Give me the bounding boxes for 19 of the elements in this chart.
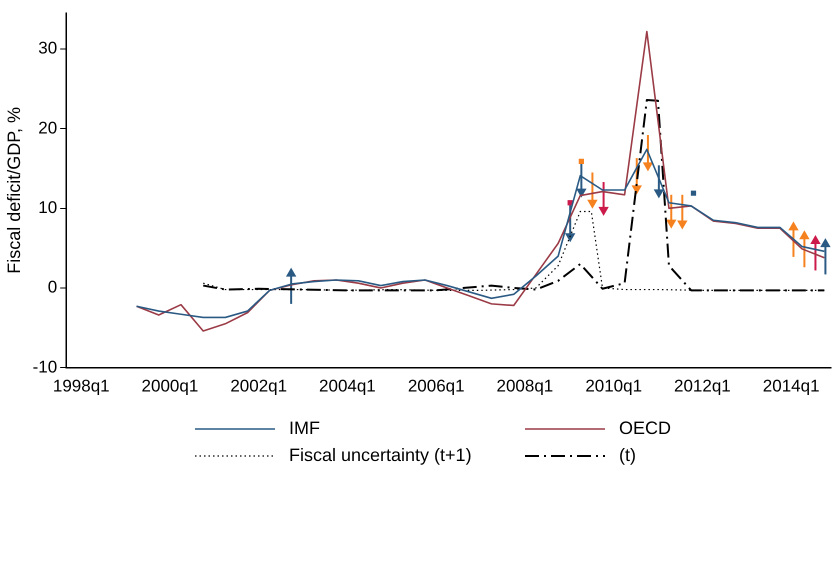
y-tick-label: -10 — [32, 357, 58, 376]
x-tick-label: 2006q1 — [408, 376, 465, 396]
x-tick-label: 2012q1 — [674, 376, 731, 396]
y-tick-label: 30 — [38, 38, 58, 58]
x-tick-label: 2008q1 — [496, 376, 554, 396]
legend-label: OECD — [619, 418, 672, 439]
y-tick-label: 0 — [48, 278, 58, 297]
legend-label: Fiscal uncertainty (t+1) — [289, 445, 472, 466]
x-tick-label: 2014q1 — [762, 376, 820, 396]
x-tick-label: 2002q1 — [230, 376, 288, 396]
x-tick-label: 1998q1 — [52, 376, 110, 396]
x-tick-label: 2000q1 — [142, 376, 198, 396]
x-tick-label: 2010q1 — [585, 376, 642, 396]
y-axis-title: Fiscal deficit/GDP, % — [4, 107, 24, 274]
x-tick-label: 2004q1 — [319, 376, 376, 396]
y-tick-label: 20 — [38, 118, 58, 138]
legend-label: (t) — [619, 445, 636, 466]
legend-label: IMF — [289, 418, 320, 439]
y-tick-label: 10 — [38, 198, 58, 218]
